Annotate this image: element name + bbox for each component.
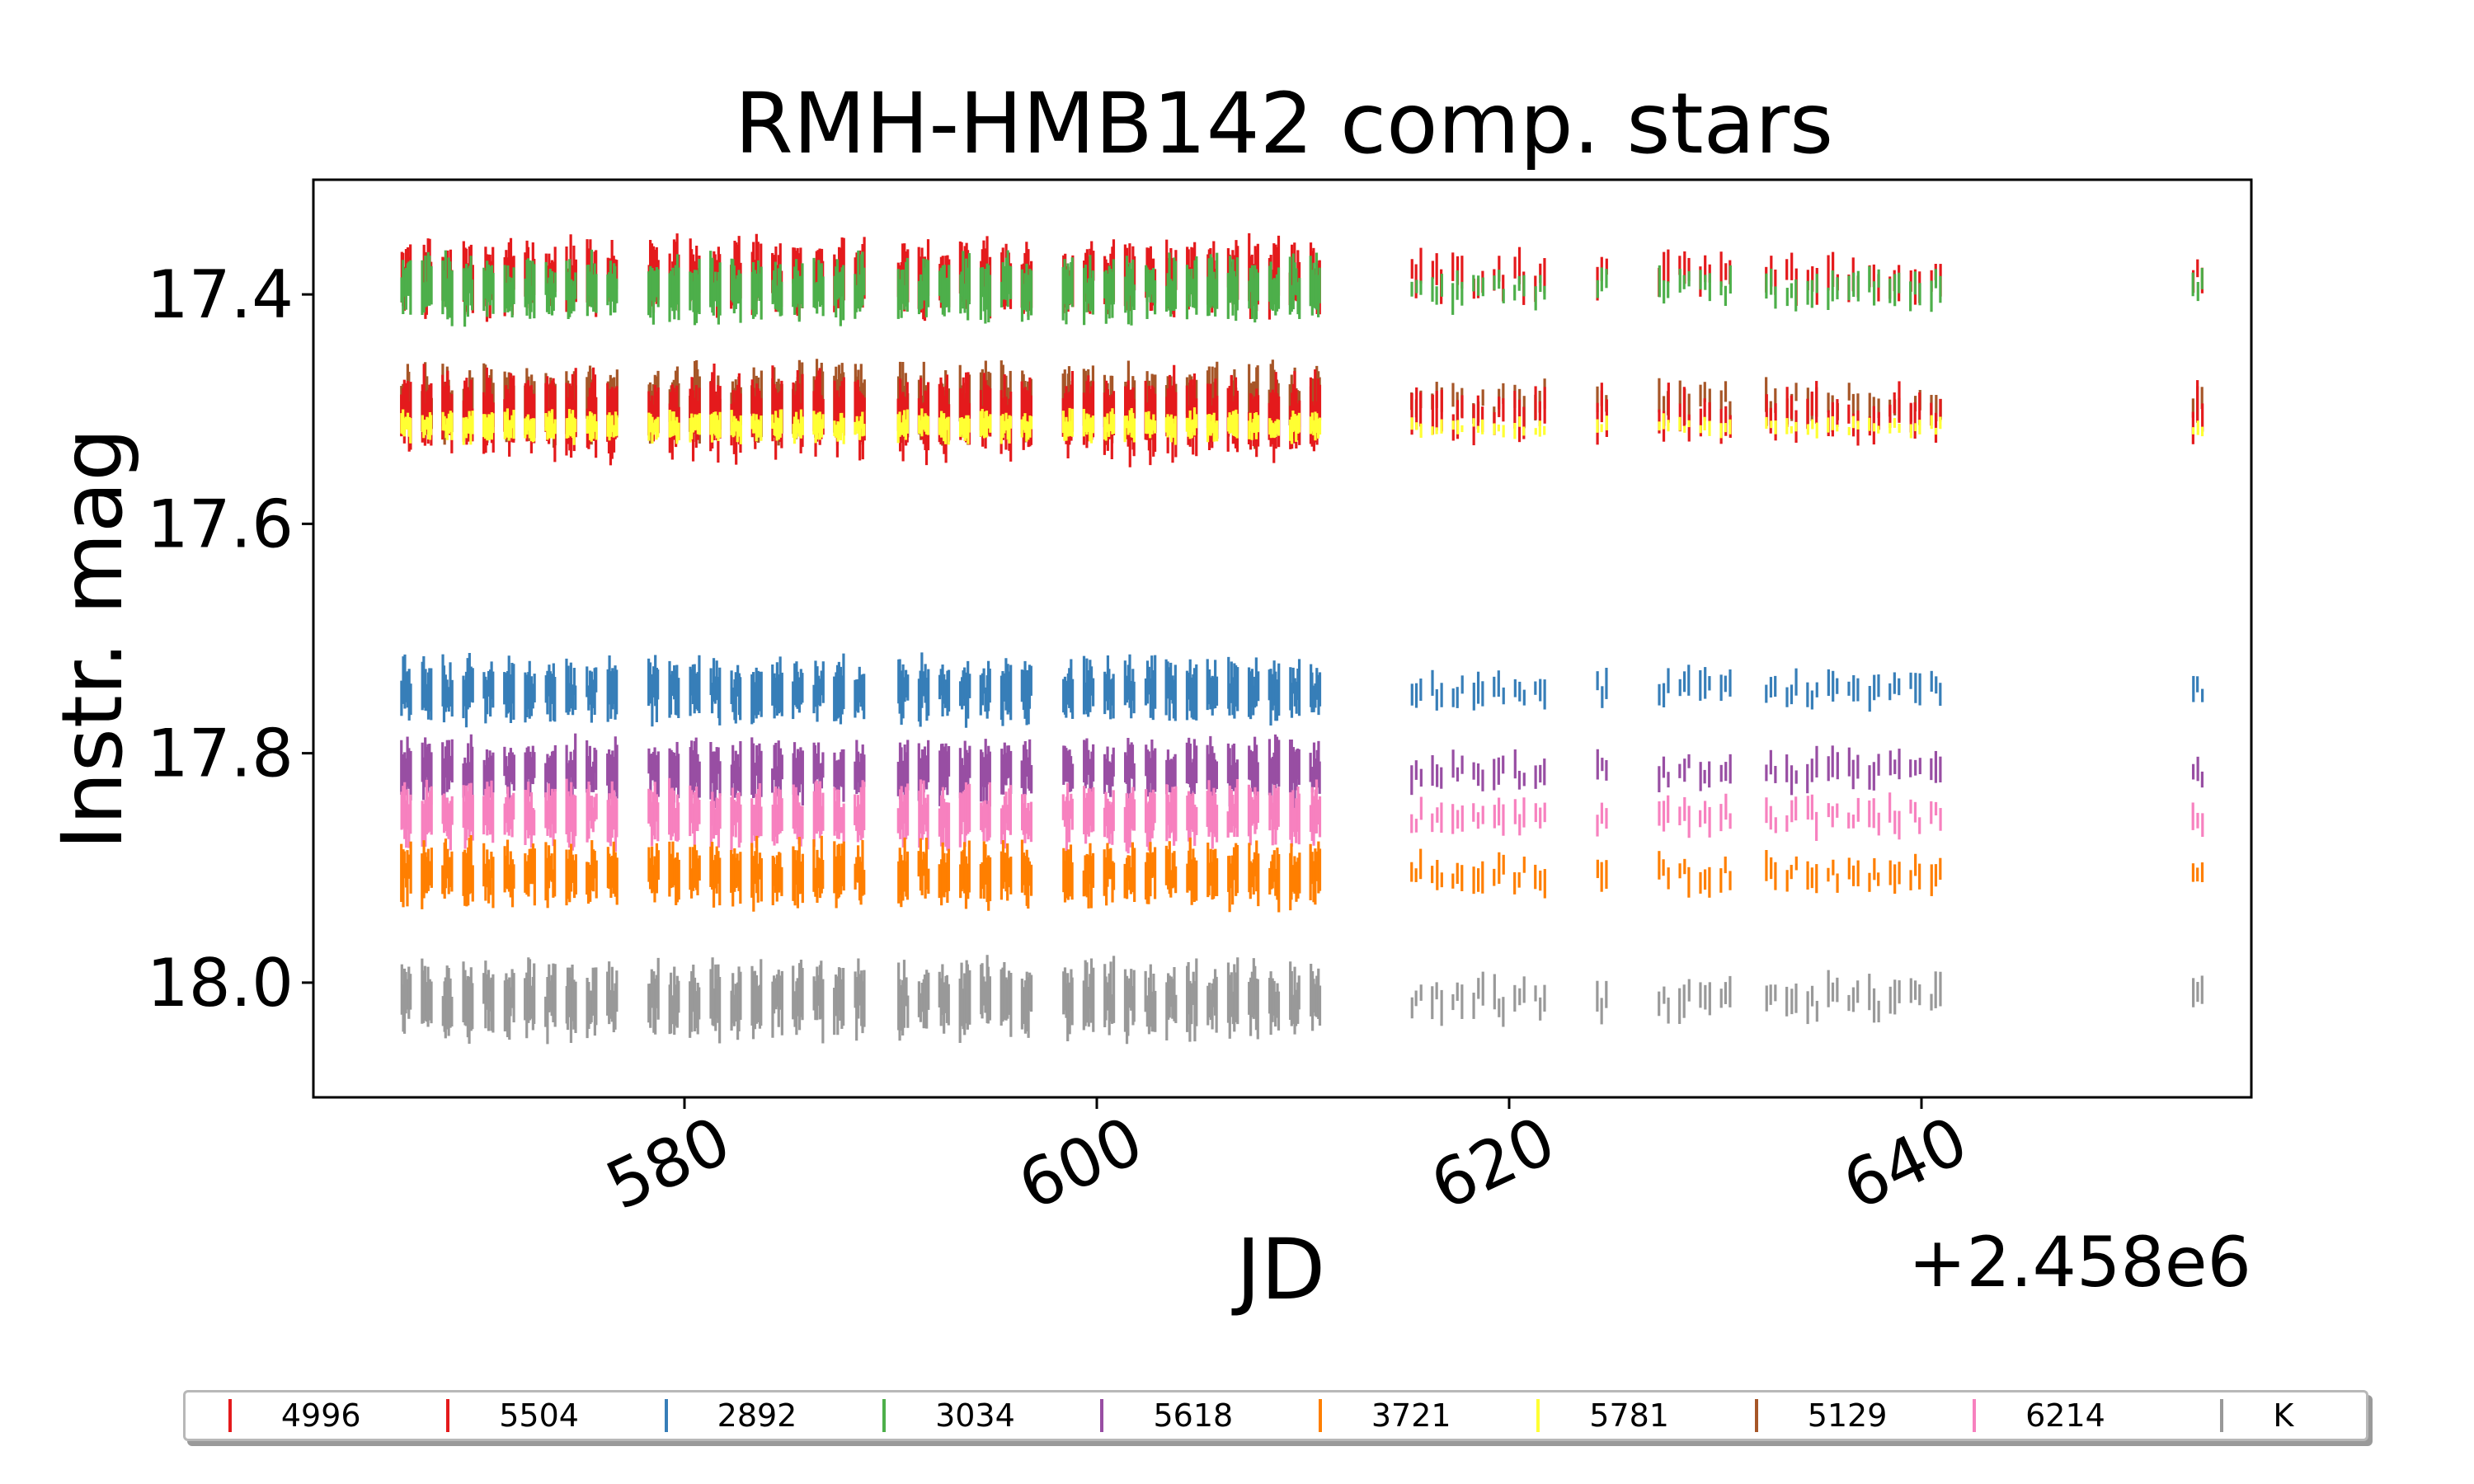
x-offset-label: +2.458e6	[1908, 1222, 2251, 1303]
series-5781	[400, 407, 2204, 445]
legend-marker	[882, 1399, 887, 1432]
y-axis-label: Instr. mag	[44, 428, 142, 850]
series-5618	[400, 733, 2204, 809]
legend-marker	[664, 1399, 668, 1432]
legend-marker	[228, 1399, 232, 1432]
legend-marker	[446, 1399, 450, 1432]
legend: 4996 5504 2892 3034 5618 3721 5781 5129 6214 K	[183, 1390, 2368, 1441]
legend-label: 2892	[717, 1397, 797, 1434]
y-tick-label: 17.4	[147, 256, 294, 333]
legend-item: 4996	[186, 1397, 403, 1434]
x-tick-label: 620	[1420, 1102, 1567, 1225]
x-axis: 580 600 620 640	[595, 1097, 1979, 1225]
legend-label: 5504	[499, 1397, 579, 1434]
legend-item: 5618	[1058, 1397, 1276, 1434]
chart-title: RMH-HMB142 comp. stars	[735, 75, 1833, 173]
series-6214	[400, 777, 2204, 854]
x-tick-label: 580	[595, 1102, 742, 1225]
legend-label: 5129	[1807, 1397, 1888, 1434]
x-axis-label: JD	[1231, 1221, 1326, 1319]
series-5504	[400, 363, 2204, 467]
legend-item: 3034	[840, 1397, 1057, 1434]
legend-item: 6214	[1930, 1397, 2147, 1434]
legend-item: 5781	[1493, 1397, 1711, 1434]
legend-item: K	[2148, 1397, 2366, 1434]
x-tick-label: 640	[1832, 1102, 1979, 1225]
y-tick-label: 17.6	[147, 486, 294, 562]
y-tick-label: 18.0	[147, 945, 294, 1021]
series-3034	[400, 249, 2204, 327]
legend-marker	[1536, 1399, 1540, 1432]
plot-frame	[312, 178, 2253, 1099]
legend-label: 6214	[2025, 1397, 2105, 1434]
x-tick-label: 600	[1008, 1102, 1155, 1225]
legend-item: 2892	[622, 1397, 840, 1434]
legend-item: 3721	[1276, 1397, 1493, 1434]
series-K	[400, 955, 2204, 1045]
legend-marker	[1100, 1399, 1104, 1432]
y-axis: 17.4 17.6 17.8 18.0	[147, 256, 313, 1021]
legend-marker	[1318, 1399, 1322, 1432]
series-3721	[400, 834, 2204, 913]
legend-label: 5781	[1589, 1397, 1669, 1434]
legend-item: 5504	[403, 1397, 621, 1434]
legend-label: 3721	[1371, 1397, 1451, 1434]
legend-marker	[2220, 1399, 2224, 1432]
plot-marks	[400, 232, 2204, 1045]
legend-label: K	[2273, 1397, 2294, 1434]
legend-label: 3034	[935, 1397, 1015, 1434]
legend-label: 4996	[280, 1397, 361, 1434]
legend-item: 5129	[1712, 1397, 1930, 1434]
legend-label: 5618	[1153, 1397, 1234, 1434]
legend-marker	[1973, 1399, 1977, 1432]
y-tick-label: 17.8	[147, 716, 294, 792]
series-2892	[400, 652, 2204, 728]
legend-marker	[1754, 1399, 1758, 1432]
